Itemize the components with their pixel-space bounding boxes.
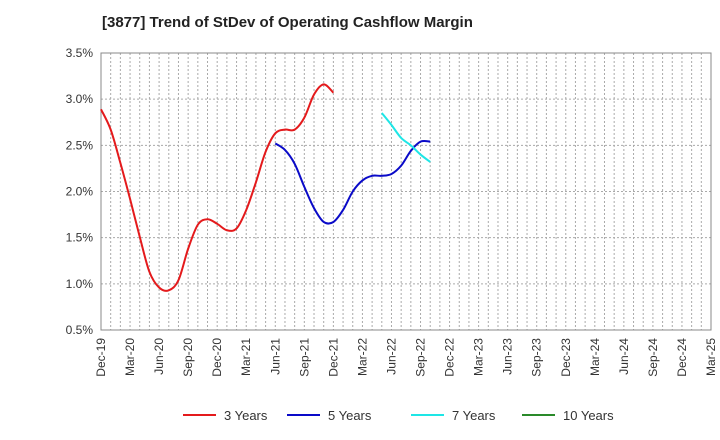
x-tick-label: Dec-19	[94, 338, 108, 377]
x-tick-label: Jun-20	[152, 338, 166, 375]
x-tick-label: Dec-24	[675, 338, 689, 377]
y-tick-label: 3.0%	[66, 92, 94, 106]
series-lines	[100, 83, 431, 292]
plot-area	[100, 52, 712, 331]
legend: 3 Years 5 Years 7 Years 10 Years	[183, 408, 614, 423]
x-tick-label: Dec-21	[326, 338, 340, 377]
x-tick-label: Dec-22	[443, 338, 457, 377]
x-tick-label: Mar-21	[239, 338, 253, 376]
series-line	[274, 139, 431, 225]
chart-title: [3877] Trend of StDev of Operating Cashf…	[102, 14, 473, 31]
x-tick-label: Mar-24	[588, 338, 602, 376]
legend-label: 10 Years	[563, 408, 614, 423]
x-tick-label: Sep-20	[181, 338, 195, 377]
x-tick-label: Jun-24	[617, 338, 631, 375]
y-axis: 0.5% 1.0% 1.5% 2.0% 2.5% 3.0% 3.5%	[66, 46, 94, 337]
x-tick-label: Dec-20	[210, 338, 224, 377]
x-tick-label: Dec-23	[559, 338, 573, 377]
series-line	[100, 83, 335, 292]
legend-label: 7 Years	[452, 408, 496, 423]
x-tick-label: Sep-24	[646, 338, 660, 377]
x-tick-label: Sep-21	[297, 338, 311, 377]
x-tick-label: Jun-23	[501, 338, 515, 375]
x-tick-label: Jun-21	[268, 338, 282, 375]
series-line	[381, 112, 431, 163]
x-tick-label: Mar-23	[472, 338, 486, 376]
y-tick-label: 3.5%	[66, 46, 94, 60]
x-tick-label: Mar-22	[355, 338, 369, 376]
y-tick-label: 0.5%	[66, 323, 94, 337]
y-tick-label: 2.5%	[66, 138, 94, 152]
y-tick-label: 2.0%	[66, 185, 94, 199]
x-tick-label: Jun-22	[384, 338, 398, 375]
x-tick-label: Mar-25	[704, 338, 718, 376]
x-tick-label: Sep-22	[414, 338, 428, 377]
x-tick-label: Sep-23	[530, 338, 544, 377]
grid	[101, 53, 711, 330]
x-tick-label: Mar-20	[123, 338, 137, 376]
x-axis: Dec-19 Mar-20 Jun-20 Sep-20 Dec-20 Mar-21 Jun-…	[94, 338, 718, 377]
legend-label: 3 Years	[224, 408, 268, 423]
y-tick-label: 1.0%	[66, 277, 94, 291]
legend-label: 5 Years	[328, 408, 372, 423]
y-tick-label: 1.5%	[66, 231, 94, 245]
